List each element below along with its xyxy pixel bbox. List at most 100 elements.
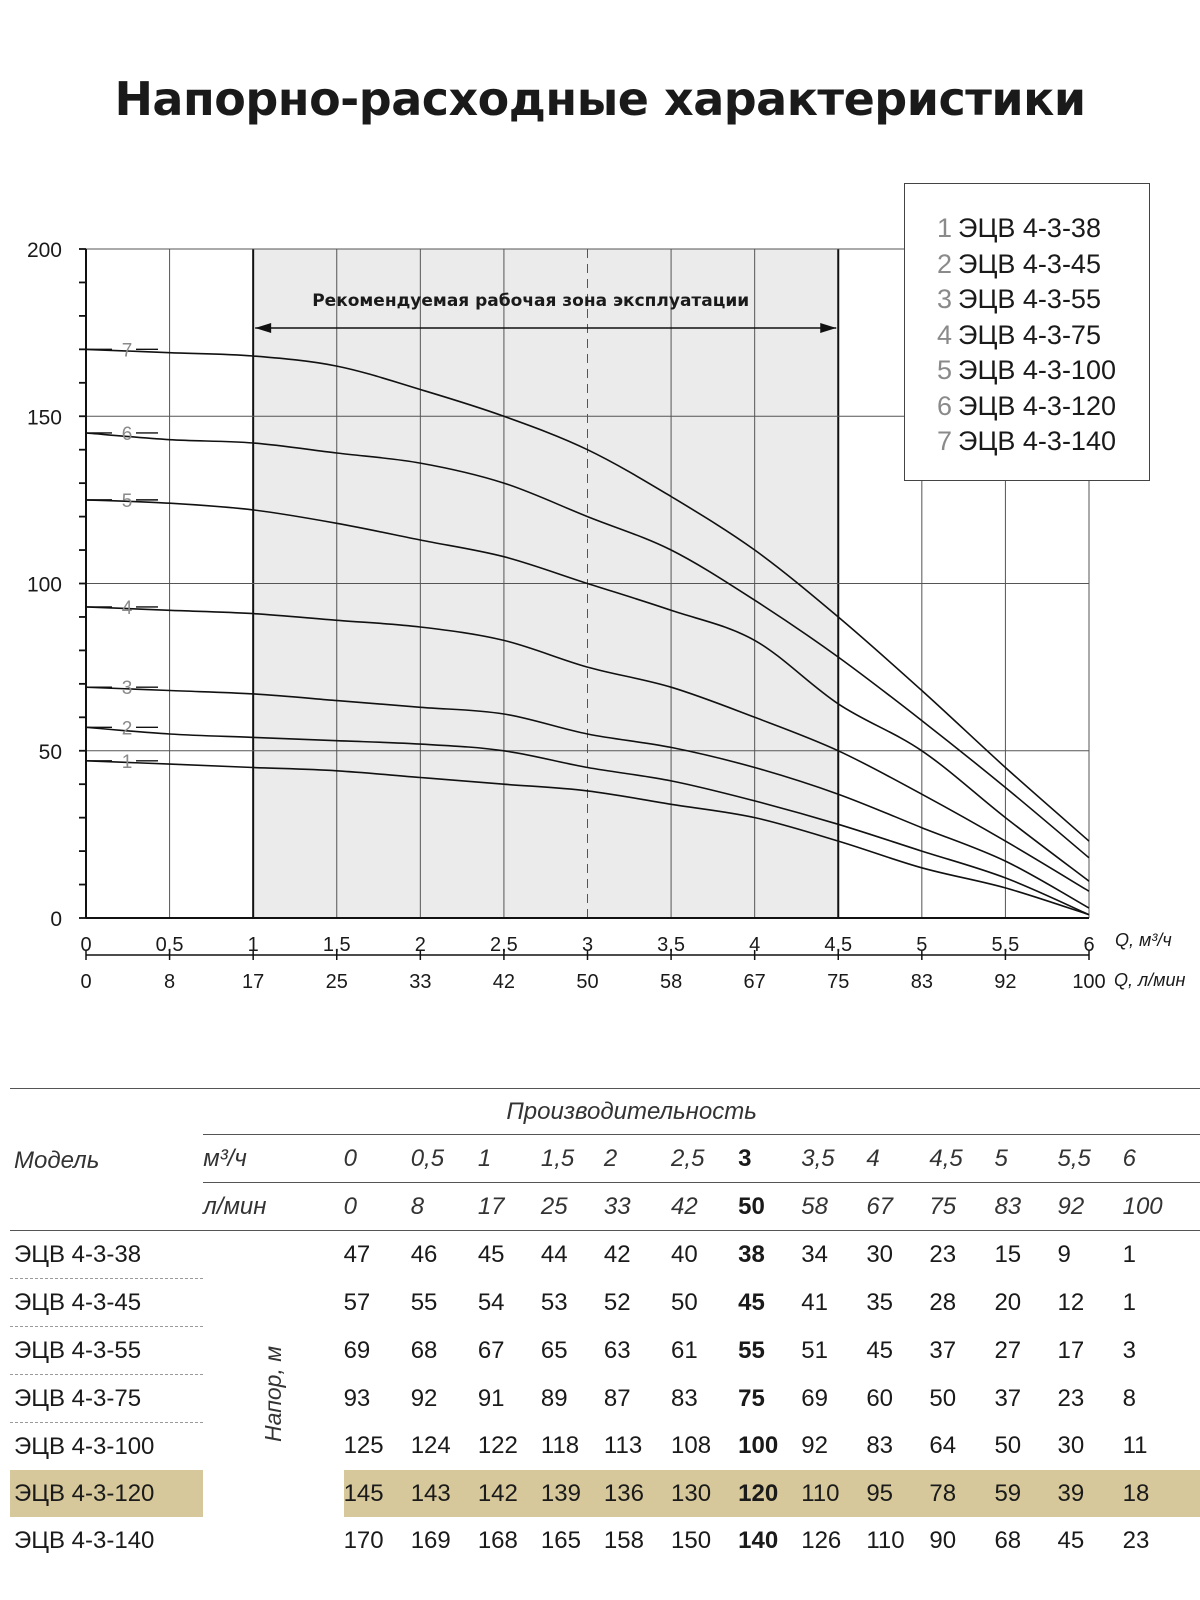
row-value: 39 xyxy=(1057,1470,1123,1517)
row-value: 83 xyxy=(866,1432,894,1460)
row-value: 60 xyxy=(866,1384,894,1412)
legend-model: ЭЦВ 4-3-45 xyxy=(958,248,1101,279)
row-value: 83 xyxy=(671,1384,698,1412)
row-value: 92 xyxy=(801,1432,828,1460)
series-line-2 xyxy=(85,726,1090,916)
lmin-value: 42 xyxy=(671,1182,739,1231)
row-value: 91 xyxy=(477,1384,505,1412)
row-value: 124 xyxy=(410,1432,451,1460)
row-value: 110 xyxy=(801,1470,867,1517)
x2-tick-label: 58 xyxy=(660,971,682,993)
row-value: 1 xyxy=(1122,1240,1136,1268)
zone-arrow-right xyxy=(820,323,837,333)
lmin-value: 92 xyxy=(1057,1182,1123,1231)
x2-tick-label: 92 xyxy=(994,971,1016,993)
row-model: ЭЦВ 4-3-75 xyxy=(10,1374,204,1423)
table-row: ЭЦВ 4-3-45 57 55 54 53 52 50 45 41 35 28 20 12 1 xyxy=(10,1278,1200,1327)
row-value: 34 xyxy=(801,1240,828,1268)
row-value: 140 xyxy=(738,1526,779,1554)
y-tick-label: 50 xyxy=(39,741,62,764)
lmin-value: 50 xyxy=(738,1182,802,1231)
m3-value: 5,5 xyxy=(1057,1134,1123,1183)
row-value: 64 xyxy=(929,1432,957,1460)
row-value: 20 xyxy=(994,1288,1022,1316)
x-tick-label: 5,5 xyxy=(992,934,1020,956)
table-spacer xyxy=(10,1090,203,1135)
x2-tick-label: 8 xyxy=(164,971,175,993)
m3-value: 4 xyxy=(866,1134,930,1183)
pump-curves-chart: 050100150200000,581171,5252332,5423503,5… xyxy=(27,239,1186,993)
row-value: 55 xyxy=(410,1288,438,1316)
row-value: 45 xyxy=(477,1240,505,1268)
table-row: ЭЦВ 4-3-38 Напор, м 47 46 45 44 42 40 38 34 30 23 15… xyxy=(10,1230,1200,1442)
x2-tick-label: 33 xyxy=(409,971,431,993)
legend-model: ЭЦВ 4-3-38 xyxy=(958,213,1101,243)
row-value: 45 xyxy=(738,1288,765,1316)
legend-item: 7 ЭЦВ 4-3-140 xyxy=(937,424,1149,460)
row-model: ЭЦВ 4-3-38 xyxy=(10,1230,204,1279)
y-tick-label: 100 xyxy=(27,574,62,597)
zone-label: Рекомендуемая рабочая зона эксплуатации xyxy=(312,291,749,311)
row-value: 90 xyxy=(929,1526,957,1554)
legend-item: 6 ЭЦВ 4-3-120 xyxy=(937,389,1149,425)
head-label: Напор, м xyxy=(259,1346,286,1442)
lmin-value: 83 xyxy=(994,1182,1058,1231)
series-label-5: 5 xyxy=(122,491,133,512)
row-value: 69 xyxy=(801,1384,828,1412)
row-value: 30 xyxy=(866,1240,894,1268)
table-header-lmin: л/мин 0 8 17 25 33 42 50 58 67 75 83 92 100 xyxy=(10,1182,1200,1231)
row-value: 8 xyxy=(1122,1384,1136,1412)
table-row: ЭЦВ 4-3-140 170 169 168 165 158 150 140 126 110 90… xyxy=(10,1517,1200,1564)
legend-item: 3 ЭЦВ 4-3-55 xyxy=(937,282,1149,318)
y-tick-label: 200 xyxy=(27,239,62,262)
legend-item: 2 ЭЦВ 4-3-45 xyxy=(937,247,1149,283)
lmin-value: 0 xyxy=(343,1182,411,1231)
x2-tick-label: 0 xyxy=(80,971,91,993)
series-line-7 xyxy=(85,348,1090,842)
table-row: ЭЦВ 4-3-55 69 68 67 65 63 61 55 51 45 37 27 17 3 xyxy=(10,1326,1200,1375)
row-value: 89 xyxy=(540,1384,568,1412)
m3-value: 4,5 xyxy=(929,1134,995,1183)
table-row: ЭЦВ 4-3-100 125 124 122 118 113 108 100 92 83 64 50… xyxy=(10,1423,1200,1471)
legend-item: 5 ЭЦВ 4-3-100 xyxy=(937,353,1149,389)
legend-number: 7 xyxy=(937,426,953,456)
row-value: 126 xyxy=(801,1526,842,1554)
series-label-2: 2 xyxy=(122,718,133,739)
row-value: 92 xyxy=(410,1384,438,1412)
row-value: 44 xyxy=(540,1240,568,1268)
row-value: 68 xyxy=(410,1336,438,1364)
series-line-3 xyxy=(85,686,1090,909)
legend-item: 1 ЭЦВ 4-3-38 xyxy=(937,211,1149,247)
x2-tick-label: 83 xyxy=(911,971,933,993)
row-model: ЭЦВ 4-3-100 xyxy=(14,1432,155,1460)
x2-tick-label: 50 xyxy=(576,971,598,993)
unit-lmin: л/мин xyxy=(203,1182,344,1231)
x2-tick-label: 100 xyxy=(1072,971,1105,993)
table-group-header: Производительность xyxy=(10,1090,1200,1135)
legend-number: 6 xyxy=(937,390,953,421)
row-value: 23 xyxy=(1057,1384,1085,1412)
row-value: 37 xyxy=(929,1336,957,1364)
row-value: 145 xyxy=(343,1470,411,1517)
table-header-m3: Модель м³/ч 0 0,5 1 1,5 2 2,5 3 3,5 4 4,5 5 5,5 6 xyxy=(10,1134,1200,1231)
m3-value: 2 xyxy=(603,1134,672,1183)
row-value: 143 xyxy=(410,1470,478,1517)
page-title: Напорно-расходные характеристики xyxy=(114,72,1086,126)
x-tick-label: 4,5 xyxy=(824,934,852,956)
row-value: 45 xyxy=(1057,1526,1085,1554)
row-value: 93 xyxy=(343,1384,371,1412)
m3-value: 0,5 xyxy=(410,1134,478,1183)
row-value: 75 xyxy=(738,1384,765,1412)
row-value: 110 xyxy=(866,1526,905,1554)
row-value: 23 xyxy=(929,1240,957,1268)
row-value: 50 xyxy=(994,1432,1022,1460)
legend-model: ЭЦВ 4-3-140 xyxy=(958,426,1116,456)
table-row: ЭЦВ 4-3-75 93 92 91 89 87 83 75 69 60 50 37 23 8 xyxy=(10,1374,1200,1423)
x-tick-label: 0 xyxy=(80,934,91,956)
head-label-cell: Напор, м xyxy=(203,1231,343,1565)
y-tick-label: 150 xyxy=(27,406,62,429)
series-line-6 xyxy=(85,432,1090,859)
row-value: 165 xyxy=(540,1526,581,1554)
lmin-value: 75 xyxy=(929,1182,995,1231)
row-value: 100 xyxy=(738,1432,779,1460)
